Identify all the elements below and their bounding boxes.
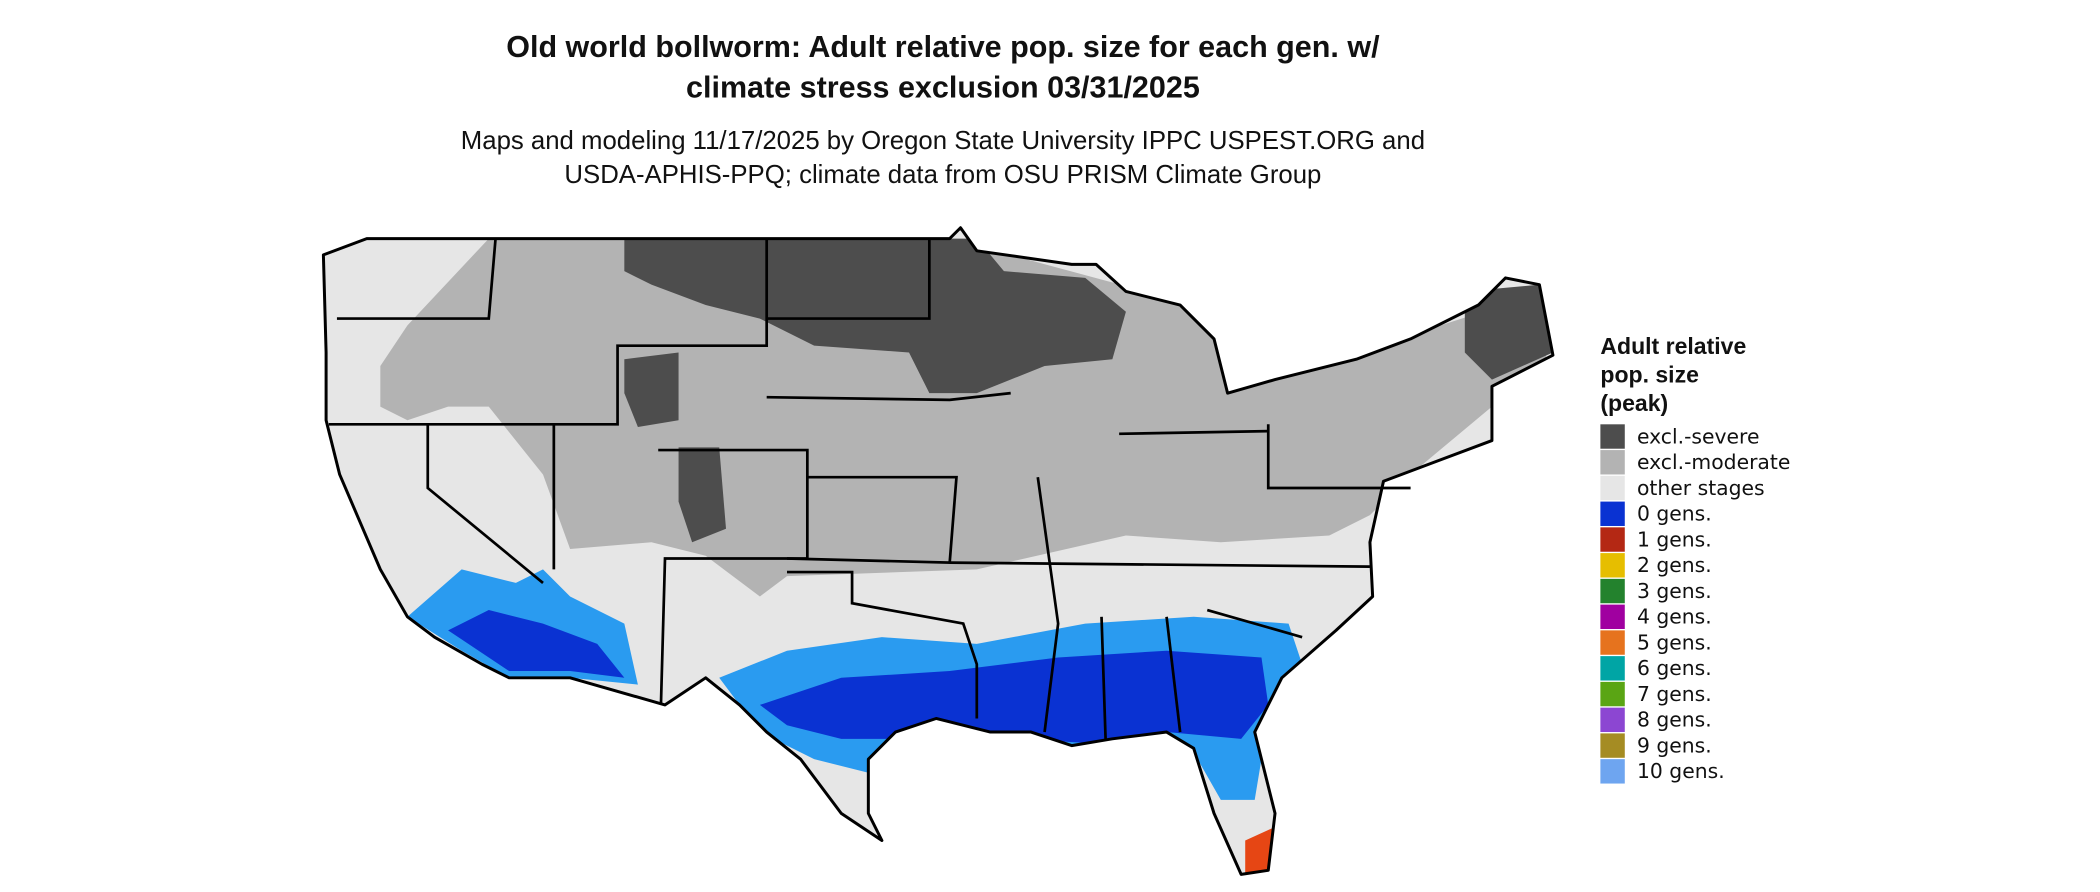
legend-label: excl.-severe [1637,424,1760,448]
legend-label: excl.-moderate [1637,450,1790,474]
severe-area [624,352,679,428]
legend-swatch [1600,450,1625,475]
legend-swatch [1600,759,1625,784]
legend-label: 7 gens. [1637,682,1712,706]
national-border [321,226,1555,876]
title: Old world bollworm: Adult relative pop. … [506,30,1380,64]
legend-swatch [1600,656,1625,681]
legend-label: 6 gens. [1637,656,1712,680]
legend-swatch [1600,553,1625,578]
severe-area [678,447,727,543]
state-borders [328,238,1411,739]
legend-label: 5 gens. [1637,630,1712,654]
gens-area [448,610,625,678]
legend-label: 4 gens. [1637,605,1712,629]
subtitle: Maps and modeling 11/17/2025 by Oregon S… [461,127,1425,155]
legend-title: pop. size [1600,361,1699,387]
legend: Adult relative pop. size (peak) excl.-se… [1600,333,1790,784]
legend-label: 3 gens. [1637,579,1712,603]
legend-swatch [1600,527,1625,552]
us-map [321,226,1555,876]
gens-area [1245,826,1276,875]
legend-label: other stages [1637,476,1765,500]
subtitle: USDA-APHIS-PPQ; climate data from OSU PR… [564,161,1321,189]
title: climate stress exclusion 03/31/2025 [686,71,1200,105]
legend-label: 9 gens. [1637,733,1712,757]
legend-swatch [1600,604,1625,630]
legend-swatch [1600,707,1625,733]
legend-swatch [1600,501,1625,526]
legend-swatch [1600,630,1625,655]
legend-label: 0 gens. [1637,502,1712,526]
legend-label: 1 gens. [1637,527,1712,551]
legend-swatch [1600,475,1625,501]
legend-swatch [1600,424,1625,449]
legend-label: 8 gens. [1637,708,1712,732]
legend-swatch [1600,578,1625,604]
legend-swatch [1600,733,1625,758]
severe-area [1464,284,1553,380]
legend-label: 2 gens. [1637,553,1712,577]
legend-label: 10 gens. [1637,759,1725,783]
severe-area [624,238,1126,394]
legend-title: (peak) [1600,390,1668,416]
gens-area [759,650,1269,743]
legend-swatch [1600,681,1625,707]
legend-title: Adult relative [1600,333,1746,359]
